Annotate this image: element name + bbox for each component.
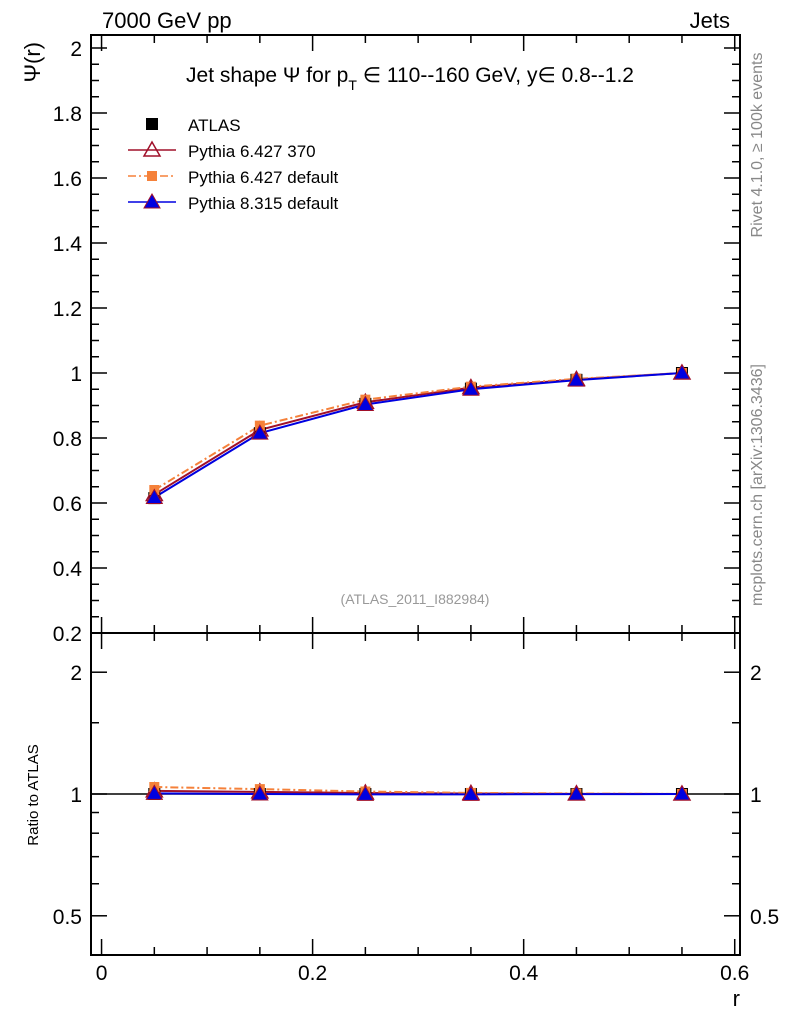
ratio-point-pythia-8-315-default (567, 785, 586, 801)
ratio-tick-label-right: 0.5 (750, 906, 779, 929)
series-line-pythia-8-315-default (153, 372, 683, 499)
y-tick-label: 0.2 (53, 623, 82, 646)
legend-label-pythia-6-427-default: Pythia 6.427 default (188, 168, 339, 187)
ratio-axis-label: Ratio to ATLAS (25, 744, 42, 845)
ratio-tick-label: 1 (70, 784, 82, 807)
ratio-point-pythia-8-315-default (462, 785, 480, 801)
data-point-pythia-8-315-default (673, 363, 691, 380)
x-tick-label: 0.2 (298, 962, 327, 985)
ratio-point-pythia-8-315-default (145, 784, 164, 800)
ratio-line-pythia-8-315-default (154, 792, 682, 796)
y-tick-label: 1.4 (53, 233, 83, 256)
series-line-pythia-6-427-370 (153, 372, 683, 496)
legend-marker-pythia-6-427-default (147, 171, 157, 181)
y-tick-label: 1.2 (53, 298, 82, 321)
y-tick-label: 0.6 (53, 493, 82, 516)
ratio-tick-label-right: 1 (750, 784, 762, 807)
x-tick-label: 0 (96, 962, 108, 985)
legend: ATLAS Pythia 6.427 370 Pythia 6.427 defaul… (128, 116, 339, 213)
ratio-tick-label: 2 (70, 662, 82, 685)
mcplots-label: mcplots.cern.ch [arXiv:1306.3436] (749, 364, 766, 606)
y-tick-label: 0.4 (53, 558, 83, 581)
ratio-tick-label: 0.5 (53, 906, 82, 929)
legend-label-pythia-8-315-default: Pythia 8.315 default (188, 194, 339, 213)
legend-marker-atlas (146, 118, 158, 130)
ratio-point-pythia-8-315-default (250, 784, 269, 801)
data-point-pythia-8-315-default (462, 380, 480, 396)
y-tick-label: 1.8 (53, 103, 82, 126)
y-axis-label: Ψ(r) (20, 42, 45, 82)
header-right: Jets (690, 8, 730, 33)
y-tick-label: 2 (70, 38, 82, 61)
legend-label-atlas: ATLAS (188, 116, 241, 135)
legend-label-pythia-6-427-370: Pythia 6.427 370 (188, 142, 316, 161)
data-point-pythia-8-315-default (356, 395, 375, 412)
y-tick-label: 0.8 (53, 428, 82, 451)
ratio-tick-label-right: 2 (750, 662, 762, 685)
y-tick-label: 1.6 (53, 168, 82, 191)
ratio-point-pythia-8-315-default (673, 784, 691, 801)
ratio-point-pythia-8-315-default (356, 785, 375, 801)
data-point-pythia-8-315-default (250, 424, 269, 440)
watermark: (ATLAS_2011_I882984) (341, 591, 490, 607)
x-axis-label: r (733, 986, 740, 1011)
y-tick-label: 1 (70, 363, 82, 386)
data-point-pythia-8-315-default (145, 488, 164, 504)
header-left: 7000 GeV pp (102, 8, 232, 33)
chart-title: Jet shape Ψ for pT ∈ 110--160 GeV, y∈ 0.… (186, 64, 634, 93)
series-line-pythia-6-427-default (153, 372, 683, 491)
data-point-pythia-8-315-default (567, 371, 586, 387)
x-tick-label: 0.6 (720, 962, 749, 985)
legend-marker-pythia-6-427-370 (142, 140, 162, 157)
legend-marker-pythia-8-315-default (143, 192, 161, 209)
x-tick-label: 0.4 (509, 962, 539, 985)
rivet-label: Rivet 4.1.0, ≥ 100k events (749, 53, 766, 238)
